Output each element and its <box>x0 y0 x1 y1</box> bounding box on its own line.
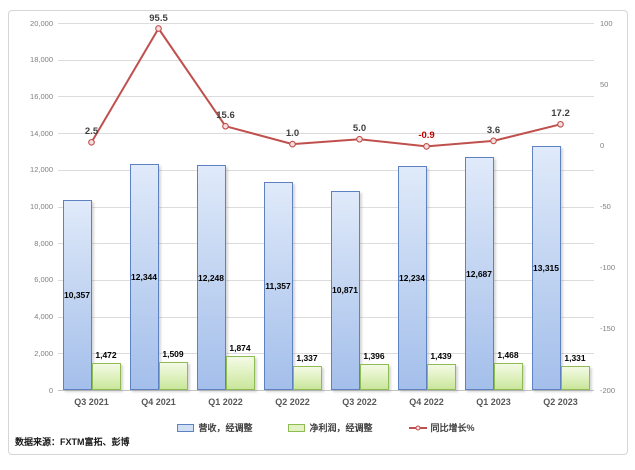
growth-marker-icon <box>415 425 420 430</box>
legend-label-revenue: 营收，经调整 <box>198 423 253 433</box>
growth-line <box>90 27 561 148</box>
growth-point-marker <box>557 120 564 128</box>
growth-point-marker <box>490 137 497 145</box>
legend-label-profit: 净利润，经调整 <box>309 423 373 433</box>
profit-swatch-icon <box>288 423 306 432</box>
legend-item-profit: 净利润，经调整 <box>288 421 373 434</box>
growth-point-marker <box>155 25 162 32</box>
legend-label-growth: 同比增长% <box>430 423 475 433</box>
growth-point-marker <box>222 122 229 130</box>
chart-frame: 0 2,000 4,000 6,000 8,000 10,000 12,000 14,000 1… <box>8 10 628 455</box>
growth-line-series <box>88 25 564 150</box>
revenue-swatch-icon <box>177 423 195 432</box>
source-note: 数据来源：FXTM富拓、彭博 <box>15 437 130 447</box>
growth-point-marker <box>423 143 430 150</box>
growth-point-marker <box>356 135 363 143</box>
growth-point-marker <box>88 138 95 146</box>
legend-item-growth: 同比增长% <box>408 421 475 434</box>
growth-line-icon <box>408 425 427 430</box>
legend-item-revenue: 营收，经调整 <box>177 421 252 434</box>
legend: 营收，经调整 净利润，经调整 同比增长% <box>58 421 594 434</box>
growth-point-marker <box>289 140 296 148</box>
